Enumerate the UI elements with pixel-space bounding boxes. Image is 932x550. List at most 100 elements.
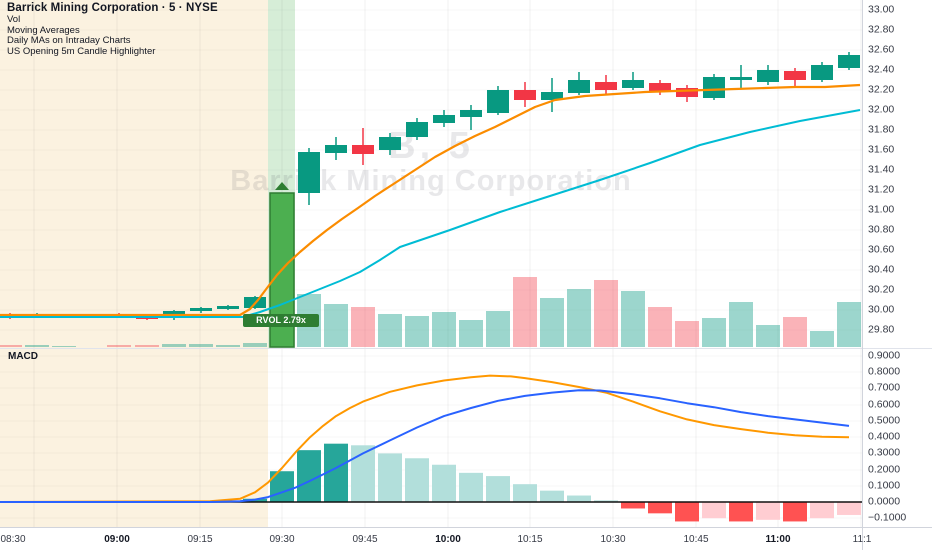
volume-bar [810,331,834,347]
candle-body [595,82,617,90]
candle-body [676,88,698,97]
volume-bar [675,321,699,347]
candle-body [406,122,428,137]
time-axis-label: 10:00 [435,534,461,545]
macd-histogram-bar [567,495,591,502]
price-axis-label: 0.0000 [868,495,901,508]
volume-bar [107,345,131,347]
candle-body [784,71,806,80]
indicator-row-1[interactable]: Moving Averages [7,24,80,36]
price-axis-label: 0.8000 [868,365,901,378]
volume-bar [729,302,753,347]
volume-bar [162,344,186,347]
volume-bar [621,291,645,347]
volume-bar [378,314,402,347]
price-axis-label: 32.60 [868,43,895,56]
indicator-row-2[interactable]: Daily MAs on Intraday Charts [7,35,131,47]
volume-bar [189,344,213,347]
macd-histogram-bar [702,502,726,519]
indicator-row-3[interactable]: US Opening 5m Candle Highlighter [7,45,156,57]
volume-bar [513,277,537,347]
candle-body [487,90,509,113]
candle-body [622,80,644,88]
volume-bar [0,345,22,347]
opening-candle-marker-icon [275,182,289,190]
macd-histogram-bar [837,502,861,515]
volume-bar [243,343,267,347]
volume-bar [135,345,159,347]
indicator-list: Vol Moving Averages Daily MAs on Intraday … [7,14,218,57]
time-axis-label: 10:30 [600,534,626,545]
macd-histogram-bar [378,453,402,502]
price-axis-label: 0.7000 [868,381,901,394]
macd-signal-line-orange [0,374,850,503]
macd-pane-label[interactable]: MACD [8,351,38,362]
candle-body [190,308,212,311]
macd-histogram-bar [459,472,483,502]
premarket-session-shading [0,0,268,527]
volume-bar [324,304,348,347]
price-axis-label: 30.80 [868,223,895,236]
macd-histogram-bar [756,502,780,520]
price-axis-label: 29.80 [868,323,895,336]
price-axis-label: 0.1000 [868,479,901,492]
candle-body [379,137,401,150]
time-axis-label: 11:00 [765,534,791,545]
candle-body [352,145,374,154]
candle-body [325,145,347,153]
macd-histogram-bar [783,502,807,522]
price-axis-label: 0.2000 [868,463,901,476]
candle-body [838,55,860,68]
price-axis-label: 32.80 [868,23,895,36]
price-axis-label: 30.00 [868,303,895,316]
price-axis-label: 31.60 [868,143,895,156]
volume-bar [216,345,240,347]
price-axis-label: 31.80 [868,123,895,136]
indicator-row-0[interactable]: Vol [7,14,21,25]
macd-histogram-bar [513,484,537,502]
volume-bar [837,302,861,347]
macd-histogram-bar [297,450,321,502]
volume-bar [25,345,49,347]
moving-average-line-cyan [0,109,861,318]
price-axis-label: 31.00 [868,203,895,216]
candle-body [541,92,563,100]
volume-bar [405,316,429,347]
volume-bar [702,318,726,347]
symbol-title[interactable]: Barrick Mining Corporation · 5 · NYSE [7,2,218,14]
macd-histogram-bar [351,445,375,502]
macd-histogram-bar [432,464,456,502]
time-axis-label: 09:00 [104,534,130,545]
candle-body [217,306,239,309]
macd-histogram-bar [621,502,645,509]
candle-body [460,110,482,117]
time-axis-label: 10:15 [517,534,543,545]
price-axis-label: 0.4000 [868,430,901,443]
candle-body [433,115,455,123]
price-axis-label: 30.40 [868,263,895,276]
macd-line-blue [0,389,850,503]
volume-bar [567,289,591,347]
volume-bar [783,317,807,347]
time-axis[interactable]: 08:30 09:00 09:15 09:30 09:45 10:00 10:15 10:30… [0,528,932,550]
price-axis[interactable]: 33.00 32.80 32.60 32.40 32.20 32.00 31.80 31.60… [862,0,932,550]
price-axis-label: 0.6000 [868,398,901,411]
time-axis-label: 11:1 [852,534,872,545]
candle-body [811,65,833,80]
candle-body [568,80,590,93]
price-axis-label: 0.5000 [868,414,901,427]
volume-bar [756,325,780,347]
macd-histogram-bar [540,490,564,502]
volume-bar [351,307,375,347]
price-axis-label: 32.40 [868,63,895,76]
macd-histogram-bar [486,476,510,502]
chart-legend: Barrick Mining Corporation · 5 · NYSE Vo… [7,2,218,57]
time-axis-label: 09:45 [352,534,378,545]
volume-bar [486,311,510,347]
price-axis-label: 0.3000 [868,446,901,459]
rvol-badge: RVOL 2.79x [243,314,319,327]
candle-body [649,83,671,92]
candle-body [298,152,320,193]
